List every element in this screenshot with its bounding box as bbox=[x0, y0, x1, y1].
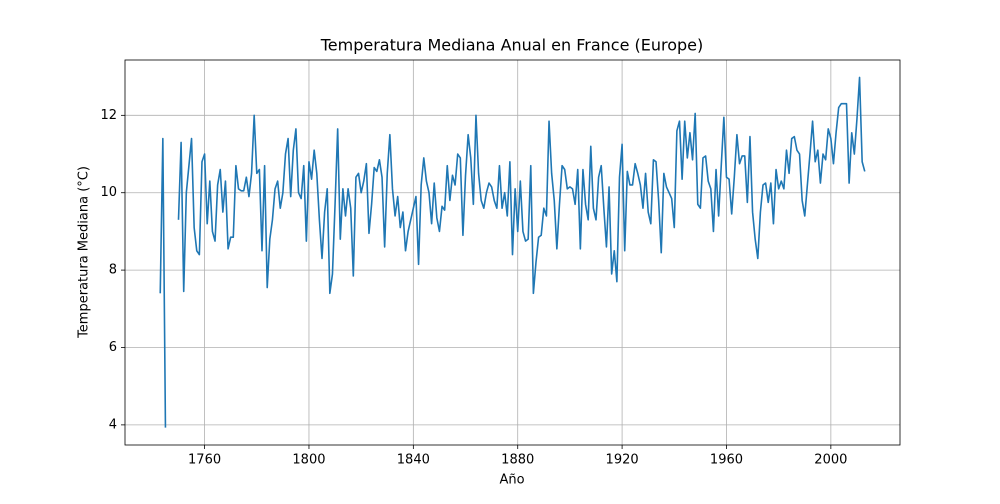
y-tick-label: 6 bbox=[109, 340, 117, 355]
x-tick-label: 1880 bbox=[501, 453, 534, 468]
axes-frame bbox=[124, 59, 901, 446]
x-tick-label: 1840 bbox=[397, 453, 430, 468]
x-tick-label: 2000 bbox=[814, 453, 847, 468]
line-series bbox=[159, 76, 866, 428]
x-axis-label: Año bbox=[499, 473, 524, 488]
x-tick-label: 1760 bbox=[188, 453, 221, 468]
x-tick-label: 1960 bbox=[710, 453, 743, 468]
x-tick-label: 1800 bbox=[292, 453, 325, 468]
x-tick-label: 1920 bbox=[606, 453, 639, 468]
y-tick-label: 10 bbox=[100, 185, 117, 200]
chart-title: Temperatura Mediana Anual en France (Eur… bbox=[320, 36, 704, 55]
y-tick-label: 4 bbox=[109, 417, 117, 432]
y-tick-label: 8 bbox=[109, 263, 117, 278]
y-axis-label: Temperatura Mediana (°C) bbox=[77, 166, 92, 339]
y-tick-label: 12 bbox=[100, 108, 117, 123]
